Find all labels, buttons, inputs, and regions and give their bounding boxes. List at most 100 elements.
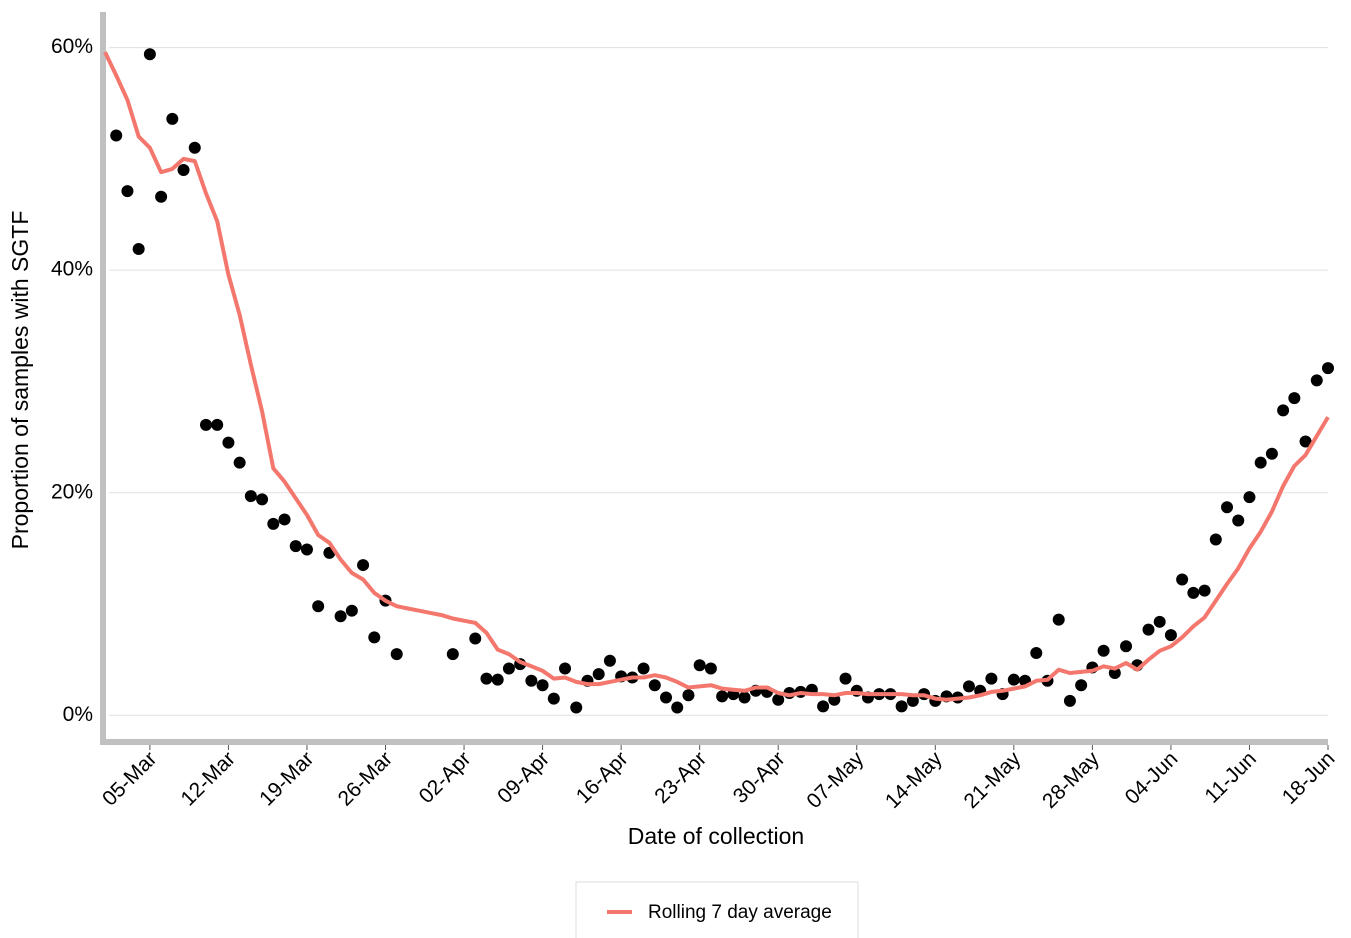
data-point (1164, 629, 1177, 642)
x-tick-label: 07-May (802, 747, 868, 813)
data-point (1299, 435, 1312, 448)
data-point (1176, 573, 1189, 586)
data-point (738, 691, 751, 704)
x-tick-label: 19-Mar (255, 747, 318, 810)
data-point (469, 632, 482, 645)
data-point (536, 679, 549, 692)
data-point (1310, 374, 1323, 387)
data-point (1097, 644, 1110, 657)
data-point (312, 600, 325, 613)
data-point (166, 112, 179, 125)
y-axis-title: Proportion of samples with SGTF (7, 211, 33, 550)
data-point (1322, 362, 1334, 375)
data-point (1288, 392, 1301, 405)
data-point (357, 559, 370, 572)
trend-line (103, 51, 1330, 702)
data-point (177, 164, 190, 177)
data-point (525, 674, 538, 687)
data-point (143, 48, 156, 61)
x-axis-title: Date of collection (628, 823, 804, 849)
data-point (446, 648, 459, 661)
data-point (1052, 613, 1065, 626)
data-point (1030, 646, 1043, 659)
data-point (1221, 501, 1234, 514)
data-point (132, 243, 145, 256)
data-point (704, 662, 717, 675)
data-point (222, 436, 235, 449)
data-point (480, 672, 493, 685)
data-point (502, 662, 515, 675)
data-point (491, 673, 504, 686)
data-point (300, 543, 313, 556)
x-tick-label: 23-Apr (650, 747, 711, 808)
data-point (592, 668, 605, 681)
data-point (1063, 694, 1076, 707)
data-point (289, 540, 302, 553)
data-point (390, 648, 403, 661)
data-point (188, 141, 201, 154)
data-point (693, 659, 706, 672)
data-point (1277, 404, 1290, 417)
data-point (278, 513, 291, 526)
data-point (345, 604, 358, 617)
data-point (603, 654, 616, 667)
data-point (256, 493, 269, 506)
y-tick-label: 0% (63, 703, 93, 726)
data-point (121, 185, 134, 198)
x-tick-label: 21-May (960, 747, 1026, 813)
data-point (233, 456, 246, 469)
data-point (334, 610, 347, 623)
data-point (906, 694, 919, 707)
data-point (985, 672, 998, 685)
data-point (895, 700, 908, 713)
x-tick-label: 04-Jun (1121, 747, 1183, 809)
data-point (637, 662, 650, 675)
x-tick-label: 14-May (881, 747, 947, 813)
data-point (1187, 586, 1200, 599)
data-point (267, 517, 280, 530)
data-point (559, 662, 572, 675)
data-point (110, 129, 123, 142)
data-point (1209, 533, 1222, 546)
x-tick-label: 05-Mar (98, 747, 161, 810)
data-point (660, 691, 673, 704)
data-point (839, 672, 852, 685)
y-tick-label: 40% (51, 258, 93, 281)
y-tick-label: 20% (51, 480, 93, 503)
data-point (682, 689, 695, 702)
x-tick-label: 12-Mar (177, 747, 240, 810)
data-point (716, 690, 729, 703)
data-point (1232, 514, 1245, 527)
data-point (817, 700, 830, 713)
data-point (1007, 673, 1020, 686)
data-point (648, 679, 661, 692)
data-point (671, 701, 684, 714)
x-tick-label: 16-Apr (572, 747, 633, 808)
x-tick-label: 18-Jun (1278, 747, 1340, 809)
data-point (244, 490, 257, 503)
x-tick-label: 30-Apr (729, 747, 790, 808)
data-point (547, 692, 560, 705)
x-tick-label: 11-Jun (1200, 747, 1261, 808)
data-point (1243, 491, 1256, 504)
data-point (1153, 615, 1166, 628)
data-point (1198, 584, 1211, 597)
data-point (772, 693, 785, 706)
legend-label: Rolling 7 day average (648, 902, 832, 923)
data-point (1075, 679, 1088, 692)
x-tick-label: 28-May (1038, 747, 1104, 813)
data-point (211, 418, 224, 431)
data-point (1142, 623, 1155, 636)
y-tick-label: 60% (51, 35, 93, 58)
x-tick-label: 02-Apr (415, 747, 476, 808)
data-point (199, 418, 212, 431)
data-point (962, 680, 975, 693)
data-point (368, 631, 381, 644)
data-point (1120, 640, 1133, 653)
x-tick-label: 09-Apr (493, 747, 554, 808)
data-point (1254, 456, 1267, 469)
data-point (155, 190, 168, 203)
x-tick-label: 26-Mar (334, 747, 397, 810)
data-point (570, 701, 583, 714)
